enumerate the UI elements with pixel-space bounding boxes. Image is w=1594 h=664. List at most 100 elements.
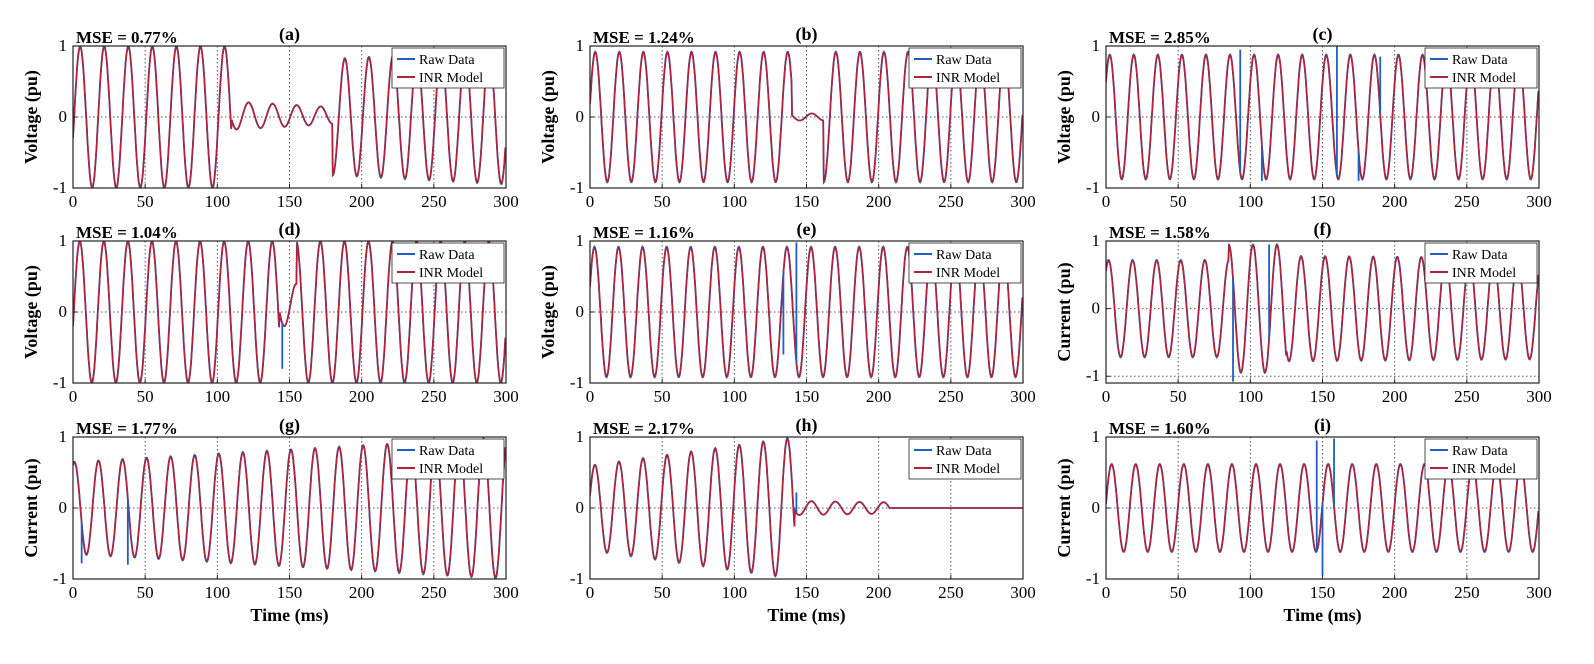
xtick-label-3: 150 xyxy=(1310,583,1336,602)
xtick-label-2: 100 xyxy=(1238,192,1264,211)
panel-label: (c) xyxy=(1313,24,1333,45)
legend-label-model: INR Model xyxy=(936,266,1000,281)
panel-label: (e) xyxy=(797,219,817,240)
panel-label: (g) xyxy=(279,415,300,436)
xtick-label-4: 200 xyxy=(1382,583,1408,602)
xtick-label-4: 200 xyxy=(349,192,375,211)
legend-box xyxy=(391,438,505,480)
xtick-label-1: 50 xyxy=(1170,192,1187,211)
panel-label: (d) xyxy=(279,219,301,240)
subplot-b: 0 50 100 150 200 250 300-101 MSE = 1.24% (b)Volt… xyxy=(538,24,1036,211)
mse-annotation: MSE = 2.85% xyxy=(1109,28,1211,47)
xtick-label-5: 250 xyxy=(1454,192,1480,211)
xtick-label-4: 200 xyxy=(1382,192,1408,211)
y-axis-label: Current (pu) xyxy=(1054,262,1075,361)
legend-box xyxy=(391,47,505,89)
xtick-label-5: 250 xyxy=(421,387,447,406)
xtick-label-0: 0 xyxy=(1102,583,1111,602)
legend-label-raw: Raw Data xyxy=(419,444,475,459)
xtick-label-0: 0 xyxy=(69,583,78,602)
xtick-label-5: 250 xyxy=(421,583,447,602)
mse-annotation: MSE = 1.16% xyxy=(593,223,695,242)
legend-box xyxy=(908,242,1022,284)
panel-label: (b) xyxy=(796,24,818,45)
xtick-label-6: 300 xyxy=(1526,583,1552,602)
ytick-label-0: -1 xyxy=(53,569,67,588)
x-axis-label: Time (ms) xyxy=(1283,605,1361,626)
xtick-label-6: 300 xyxy=(493,192,519,211)
xtick-label-1: 50 xyxy=(1170,583,1187,602)
xtick-label-5: 250 xyxy=(938,192,964,211)
ytick-label-0: -1 xyxy=(570,178,584,197)
xtick-label-2: 100 xyxy=(1238,387,1264,406)
legend-label-model: INR Model xyxy=(1452,71,1516,86)
ytick-label-2: 1 xyxy=(1092,427,1101,446)
mse-annotation: MSE = 2.17% xyxy=(593,419,695,438)
xtick-label-6: 300 xyxy=(1010,583,1036,602)
xtick-label-5: 250 xyxy=(1454,387,1480,406)
xtick-label-4: 200 xyxy=(349,387,375,406)
xtick-label-1: 50 xyxy=(654,583,671,602)
panel-label: (a) xyxy=(279,24,300,45)
mse-annotation: MSE = 1.60% xyxy=(1109,419,1211,438)
ytick-label-1: 0 xyxy=(59,498,68,517)
xtick-label-3: 150 xyxy=(794,387,820,406)
legend-box xyxy=(908,47,1022,89)
xtick-label-5: 250 xyxy=(938,387,964,406)
xtick-label-1: 50 xyxy=(137,387,154,406)
legend-box xyxy=(908,438,1022,480)
y-axis-label: Voltage (pu) xyxy=(538,70,559,164)
x-axis-label: Time (ms) xyxy=(767,605,845,626)
ytick-label-0: -1 xyxy=(53,373,67,392)
xtick-label-4: 200 xyxy=(866,583,892,602)
legend-label-model: INR Model xyxy=(419,266,483,281)
legend-label-model: INR Model xyxy=(1452,266,1516,281)
subplot-a: 0 50 100 150 200 250 300-101 MSE = 0.77% (a)Volt… xyxy=(21,24,519,211)
x-axis-label: Time (ms) xyxy=(250,605,328,626)
series-inr-model xyxy=(590,437,1023,577)
ytick-label-2: 1 xyxy=(59,427,68,446)
ytick-label-0: -1 xyxy=(1086,569,1100,588)
ytick-label-2: 1 xyxy=(59,36,68,55)
legend: Raw Data INR Model xyxy=(1424,438,1538,480)
ytick-label-0: -1 xyxy=(1086,366,1100,385)
xtick-label-6: 300 xyxy=(1010,192,1036,211)
y-axis-label: Voltage (pu) xyxy=(1054,70,1075,164)
xtick-label-4: 200 xyxy=(349,583,375,602)
xtick-label-0: 0 xyxy=(69,387,78,406)
y-axis-label: Voltage (pu) xyxy=(538,265,559,359)
ytick-label-2: 1 xyxy=(576,231,585,250)
xtick-label-6: 300 xyxy=(493,387,519,406)
xtick-label-3: 150 xyxy=(277,192,303,211)
legend-label-raw: Raw Data xyxy=(419,248,475,263)
ytick-label-1: 0 xyxy=(576,498,585,517)
ytick-label-2: 1 xyxy=(1092,36,1101,55)
xtick-label-0: 0 xyxy=(1102,387,1111,406)
xtick-label-0: 0 xyxy=(1102,192,1111,211)
legend-label-model: INR Model xyxy=(936,462,1000,477)
xtick-label-2: 100 xyxy=(205,192,231,211)
xtick-label-2: 100 xyxy=(722,387,748,406)
legend: Raw Data INR Model xyxy=(908,47,1022,89)
ytick-label-2: 1 xyxy=(1092,231,1101,250)
ytick-label-2: 1 xyxy=(576,36,585,55)
xtick-label-1: 50 xyxy=(654,192,671,211)
legend-label-raw: Raw Data xyxy=(1452,53,1508,68)
legend-label-raw: Raw Data xyxy=(1452,444,1508,459)
xtick-label-6: 300 xyxy=(1526,387,1552,406)
xtick-label-1: 50 xyxy=(654,387,671,406)
legend-label-model: INR Model xyxy=(419,71,483,86)
legend-box xyxy=(1424,242,1538,284)
legend: Raw Data INR Model xyxy=(391,438,505,480)
xtick-label-3: 150 xyxy=(1310,387,1336,406)
xtick-label-2: 100 xyxy=(205,387,231,406)
xtick-label-0: 0 xyxy=(586,583,595,602)
xtick-label-2: 100 xyxy=(722,192,748,211)
ytick-label-1: 0 xyxy=(59,302,68,321)
ytick-label-1: 0 xyxy=(1092,498,1101,517)
legend-box xyxy=(1424,47,1538,89)
xtick-label-2: 100 xyxy=(1238,583,1264,602)
y-axis-label: Current (pu) xyxy=(1054,458,1075,557)
subplot-e: 0 50 100 150 200 250 300-101 MSE = 1.16% (e)Volt… xyxy=(538,219,1036,406)
